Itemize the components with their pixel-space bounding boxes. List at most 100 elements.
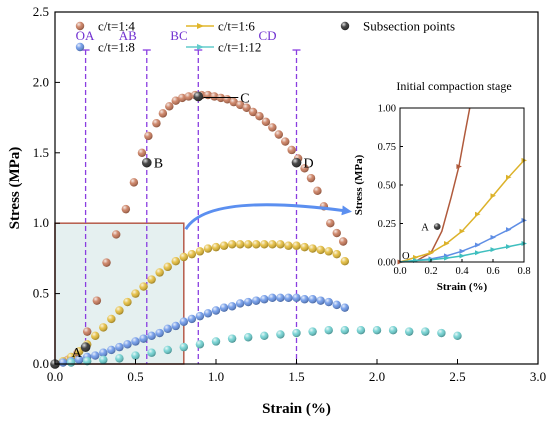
data-point-shading: [372, 326, 382, 335]
data-point-shading: [324, 297, 333, 307]
data-point-shading: [453, 331, 462, 341]
data-point-shading: [244, 240, 253, 249]
legend-item-c-t-1-4: c/t=1:4: [75, 19, 135, 34]
legend-label: c/t=1:4: [98, 19, 135, 34]
inset-chart: Initial compaction stage O A 0.0 0.2 0.4 0.6…: [353, 79, 531, 293]
data-point-shading: [107, 345, 116, 355]
data-point-shading: [276, 330, 285, 339]
x-tick-label: 0.0: [47, 369, 63, 384]
inset-marker: [475, 250, 481, 256]
data-point-shading: [99, 348, 108, 357]
legend-item-subsection-points: Subsection points: [340, 19, 455, 34]
data-point-shading: [123, 297, 132, 307]
data-point-shading: [292, 241, 301, 250]
data-point-shading: [171, 96, 180, 105]
data-point-shading: [203, 309, 213, 318]
data-point-shading: [356, 326, 366, 335]
data-point-shading: [211, 306, 221, 315]
data-point-shading: [437, 328, 446, 338]
legend-marker: [197, 23, 204, 29]
legend-marker-shading: [75, 42, 85, 52]
legend-marker-shading: [75, 21, 85, 31]
data-point-shading: [123, 340, 132, 349]
data-point-shading: [292, 328, 301, 338]
data-point-shading: [195, 311, 205, 321]
data-point-shading: [268, 293, 277, 303]
data-point-shading: [308, 244, 317, 253]
inset-x-tick-label: 0.0: [393, 266, 406, 277]
inset-series-c-t-1-12: [399, 241, 527, 263]
data-point-shading: [306, 173, 316, 183]
data-point-shading: [195, 340, 205, 349]
data-point-shading: [421, 327, 430, 336]
data-point-shading: [326, 219, 335, 228]
y-tick-label: 2.5: [33, 4, 49, 19]
data-point-shading: [66, 358, 76, 367]
inset-marker: [459, 228, 465, 234]
data-point-shading: [80, 342, 91, 352]
x-tick-label: 2.5: [449, 369, 465, 384]
inset-x-tick-label: 0.4: [455, 266, 469, 277]
inset-marker: [506, 227, 512, 233]
data-point-shading: [227, 240, 237, 249]
inset-x-tick-label: 0.2: [424, 266, 437, 277]
legend-label: c/t=1:8: [98, 40, 135, 55]
data-point-shading: [281, 137, 290, 146]
data-point-shading: [242, 103, 251, 112]
data-point-shading: [260, 331, 269, 341]
y-tick-label: 0.5: [33, 286, 49, 301]
data-point-shading: [244, 297, 253, 307]
data-point-shading: [211, 337, 221, 346]
inset-marker: [490, 234, 496, 240]
data-point-shading: [139, 334, 148, 343]
data-point-shading: [179, 252, 188, 262]
data-point-shading: [211, 242, 221, 252]
data-point-shading: [165, 102, 174, 111]
legend-marker: [197, 44, 204, 50]
stage-label-cd: CD: [259, 28, 277, 43]
data-point-shading: [193, 91, 204, 102]
inset-tick-labels: 0.0 0.2 0.4 0.6 0.8 0.00 0.25 0.50 0.75 1.00: [378, 104, 531, 278]
data-point-shading: [284, 293, 293, 303]
inset-point-label-a: A: [421, 223, 429, 234]
data-point-shading: [131, 337, 140, 346]
series-c-t-1-6: [50, 240, 349, 369]
data-point-shading: [171, 257, 180, 266]
stage-label-ab: AB: [119, 28, 137, 43]
data-point-shading: [203, 244, 213, 253]
legend-label: c/t=1:12: [218, 40, 261, 55]
data-point-shading: [235, 100, 245, 110]
data-point-shading: [332, 228, 341, 238]
y-tick-label: 2.0: [33, 74, 49, 89]
inset-marker: [459, 248, 465, 254]
inset-marker: [490, 193, 496, 199]
data-point-shading: [115, 354, 124, 363]
inset-y-axis-title: Stress (MPa): [353, 154, 365, 215]
data-point-shading: [308, 295, 317, 304]
inset-x-tick-label: 0.6: [486, 266, 499, 277]
data-point-shading: [187, 249, 197, 259]
data-point-shading: [163, 262, 172, 272]
legend-item-c-t-1-12: c/t=1:12: [186, 40, 261, 55]
inset-x-tick-label: 0.8: [517, 266, 530, 277]
data-point-shading: [111, 230, 121, 239]
inset-marker: [475, 242, 481, 248]
data-point-shading: [74, 355, 84, 364]
data-point-shading: [308, 327, 317, 336]
data-point-shading: [131, 351, 140, 360]
data-point-shading: [276, 240, 285, 249]
y-tick-label: 1.5: [33, 145, 49, 160]
data-point-shading: [284, 241, 293, 250]
data-point-shading: [227, 302, 237, 311]
data-point-shading: [316, 245, 325, 255]
inset-marker: [444, 255, 450, 261]
data-point-shading: [388, 326, 398, 335]
data-point-shading: [147, 348, 156, 357]
data-point-shading: [340, 257, 349, 266]
point-label-a: A: [72, 346, 83, 361]
data-point-shading: [324, 326, 333, 335]
inset-marker: [506, 244, 512, 250]
point-label-c: C: [240, 91, 249, 106]
data-point-shading: [99, 355, 108, 364]
